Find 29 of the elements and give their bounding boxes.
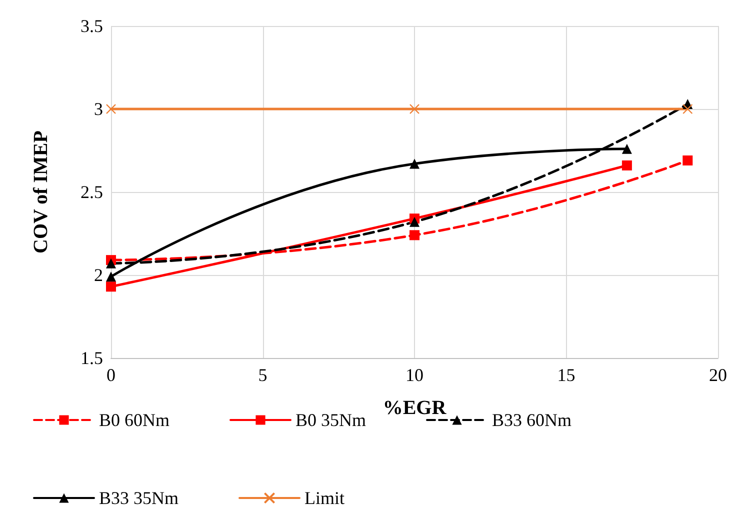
point [410, 230, 420, 240]
point [106, 104, 116, 114]
y-axis-title: COV of IMEP [30, 130, 52, 254]
point [410, 216, 420, 227]
point [409, 104, 420, 114]
point [622, 160, 632, 170]
x-tick-label: 5 [258, 365, 268, 385]
point [682, 155, 693, 166]
point [106, 258, 116, 268]
x-tick-label: 20 [709, 365, 727, 385]
y-tick-label: 2.5 [80, 182, 103, 202]
legend-label: Limit [304, 488, 345, 508]
y-tick-label: 3.5 [80, 16, 103, 36]
x-tick-label: 15 [557, 365, 576, 385]
point [106, 272, 116, 282]
point [622, 144, 632, 154]
x-tick-label: 0 [106, 365, 116, 385]
y-tick-label: 3 [94, 99, 103, 119]
x-axis-title: %EGR [382, 397, 447, 419]
legend-label: B33 60Nm [492, 410, 572, 430]
legend-label: B33 35Nm [99, 488, 179, 508]
x-tick-label: 10 [406, 365, 424, 385]
y-tick-label: 2 [94, 265, 103, 285]
point [682, 104, 693, 114]
point [106, 282, 116, 292]
legend-label: B0 35Nm [296, 410, 366, 430]
point [410, 158, 420, 169]
y-tick-label: 1.5 [80, 348, 103, 368]
legend-label: B0 60Nm [99, 410, 170, 430]
